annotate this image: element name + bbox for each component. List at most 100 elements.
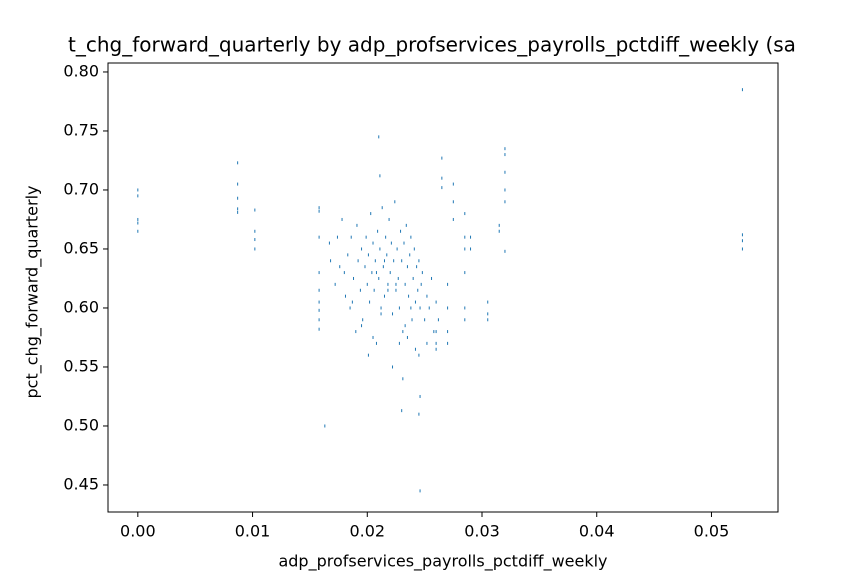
point bbox=[378, 135, 380, 139]
point bbox=[741, 88, 743, 92]
point bbox=[382, 265, 384, 269]
point bbox=[464, 212, 466, 216]
point bbox=[464, 235, 466, 239]
point bbox=[365, 235, 367, 239]
point bbox=[362, 318, 364, 322]
point bbox=[381, 206, 383, 210]
point bbox=[504, 200, 506, 204]
point bbox=[452, 217, 454, 221]
point bbox=[409, 253, 411, 257]
point bbox=[370, 212, 372, 216]
point bbox=[400, 229, 402, 233]
point bbox=[359, 288, 361, 292]
point bbox=[410, 235, 412, 239]
point bbox=[380, 306, 382, 310]
point bbox=[428, 306, 430, 310]
point bbox=[437, 318, 439, 322]
point bbox=[397, 276, 399, 280]
point bbox=[336, 235, 338, 239]
point bbox=[447, 282, 449, 286]
point bbox=[392, 365, 394, 369]
point bbox=[361, 324, 363, 328]
point bbox=[339, 265, 341, 269]
point bbox=[447, 330, 449, 334]
point bbox=[379, 247, 381, 251]
point bbox=[372, 335, 374, 339]
point bbox=[504, 147, 506, 151]
point bbox=[426, 294, 428, 298]
point bbox=[318, 271, 320, 275]
point bbox=[410, 306, 412, 310]
point bbox=[318, 235, 320, 239]
point bbox=[464, 271, 466, 275]
point bbox=[375, 341, 377, 345]
point bbox=[318, 327, 320, 331]
point bbox=[137, 229, 139, 233]
point bbox=[237, 161, 239, 165]
point bbox=[401, 409, 403, 413]
y-tick-label: 0.75 bbox=[63, 120, 99, 139]
point bbox=[389, 271, 391, 275]
point bbox=[464, 247, 466, 251]
point bbox=[498, 229, 500, 233]
point bbox=[741, 233, 743, 237]
point bbox=[435, 347, 437, 351]
point bbox=[452, 182, 454, 186]
point bbox=[324, 424, 326, 428]
point bbox=[414, 300, 416, 304]
point bbox=[419, 394, 421, 398]
point bbox=[414, 347, 416, 351]
point bbox=[395, 282, 397, 286]
y-tick-label: 0.65 bbox=[63, 238, 99, 257]
x-tick-label: 0.05 bbox=[694, 522, 730, 541]
point bbox=[487, 300, 489, 304]
point bbox=[470, 235, 472, 239]
point bbox=[470, 247, 472, 251]
point bbox=[398, 306, 400, 310]
chart-title: t_chg_forward_quarterly by adp_profservi… bbox=[68, 33, 796, 57]
point bbox=[383, 294, 385, 298]
point bbox=[349, 306, 351, 310]
point bbox=[435, 300, 437, 304]
point bbox=[392, 312, 394, 316]
point bbox=[464, 318, 466, 322]
plot-frame bbox=[107, 62, 779, 513]
point bbox=[385, 235, 387, 239]
point bbox=[447, 306, 449, 310]
point bbox=[378, 276, 380, 280]
point bbox=[487, 312, 489, 316]
x-tick-label: 0.00 bbox=[120, 522, 156, 541]
point bbox=[395, 288, 397, 292]
point bbox=[369, 300, 371, 304]
point bbox=[412, 276, 414, 280]
point bbox=[452, 200, 454, 204]
x-tick-label: 0.04 bbox=[579, 522, 615, 541]
x-tick-label: 0.01 bbox=[235, 522, 271, 541]
point bbox=[421, 271, 423, 275]
point bbox=[379, 174, 381, 178]
point bbox=[402, 330, 404, 334]
point bbox=[504, 249, 506, 253]
point bbox=[418, 412, 420, 416]
point bbox=[377, 229, 379, 233]
point bbox=[254, 247, 256, 251]
point bbox=[355, 330, 357, 334]
point bbox=[504, 188, 506, 192]
point bbox=[393, 259, 395, 263]
point bbox=[344, 294, 346, 298]
point bbox=[406, 265, 408, 269]
point bbox=[318, 209, 320, 213]
point bbox=[741, 247, 743, 251]
point bbox=[498, 223, 500, 227]
point bbox=[419, 306, 421, 310]
point bbox=[504, 153, 506, 157]
point bbox=[396, 247, 398, 251]
y-tick-label: 0.55 bbox=[63, 356, 99, 375]
point bbox=[351, 300, 353, 304]
point bbox=[373, 288, 375, 292]
point bbox=[403, 241, 405, 245]
point bbox=[367, 353, 369, 357]
point bbox=[418, 353, 420, 357]
point bbox=[404, 324, 406, 328]
